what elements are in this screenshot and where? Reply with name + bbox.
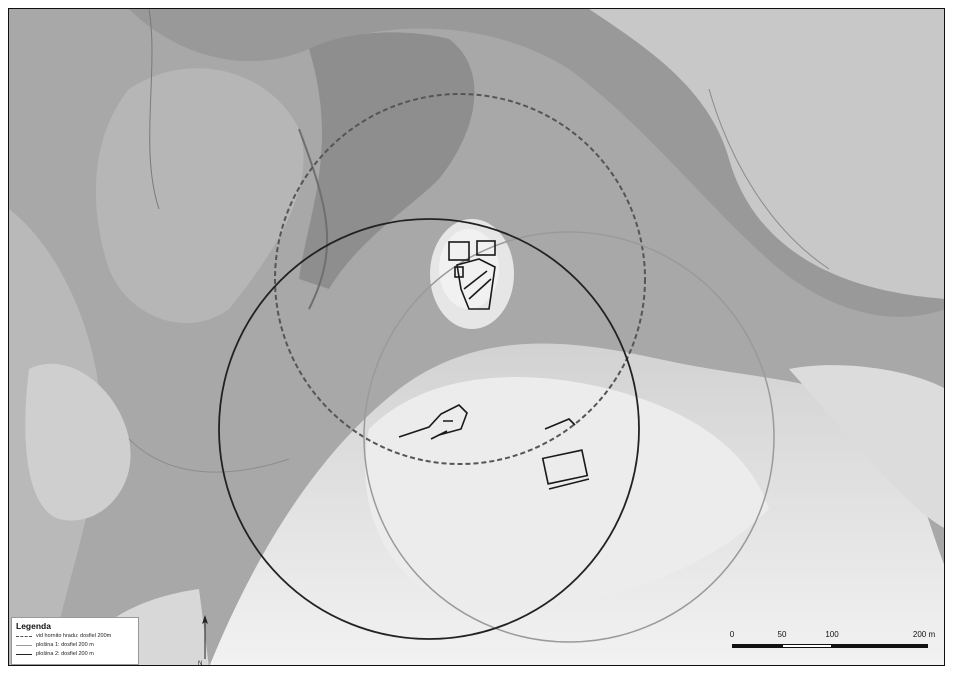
scale-segment [832, 644, 928, 648]
left-knoll [25, 363, 131, 521]
scale-tick: 0 [729, 630, 735, 639]
scale-tick: 100 [825, 630, 839, 639]
upper-right-ridge [589, 9, 944, 299]
dashed-line-symbol [16, 636, 32, 637]
circle-plateau1-buffer [363, 231, 775, 643]
plateau-top [365, 377, 769, 609]
legend-item: plošina 1: dosfiel 200 m [16, 641, 134, 650]
terrain-map[interactable] [9, 9, 945, 666]
right-ridge [789, 365, 944, 528]
terrain-line [298, 128, 329, 310]
legend-label: plošina 2: dosfiel 200 m [36, 651, 94, 657]
north-label: N [198, 661, 203, 666]
legend-label: vid hornito hradu: dosfiel 200m [36, 633, 112, 639]
upper-left-ridge [95, 68, 304, 324]
legend: Legenda vid hornito hradu: dosfiel 200m … [11, 617, 139, 665]
terrain-line [128, 438, 290, 473]
circle-plateau2-buffer [218, 218, 640, 640]
north-arrow-icon [202, 615, 208, 659]
legend-title: Legenda [16, 621, 51, 631]
scale-bar: 0 50 100 200 m [728, 630, 938, 660]
plateau2-ruins[interactable] [398, 404, 468, 440]
scale-tick: 50 [777, 630, 787, 639]
map-frame: Legenda vid hornito hradu: dosfiel 200m … [8, 8, 945, 666]
scale-tick: 200 m [912, 630, 936, 639]
scale-segment [732, 644, 782, 648]
legend-item: plošina 2: dosfiel 200 m [16, 650, 134, 659]
legend-item: vid hornito hradu: dosfiel 200m [16, 632, 134, 641]
light-line-symbol [16, 645, 32, 646]
terrain-line [708, 88, 830, 270]
castle-hilltop [439, 229, 499, 309]
plateau1-ruins[interactable] [541, 418, 590, 490]
legend-label: plošina 1: dosfiel 200 m [36, 642, 94, 648]
north-arrow: N [197, 615, 213, 666]
dark-line-symbol [16, 654, 32, 655]
scale-segment [782, 644, 832, 648]
terrain-line [148, 9, 160, 210]
circle-castle-buffer [274, 93, 646, 465]
castle-ruins[interactable] [448, 240, 496, 310]
